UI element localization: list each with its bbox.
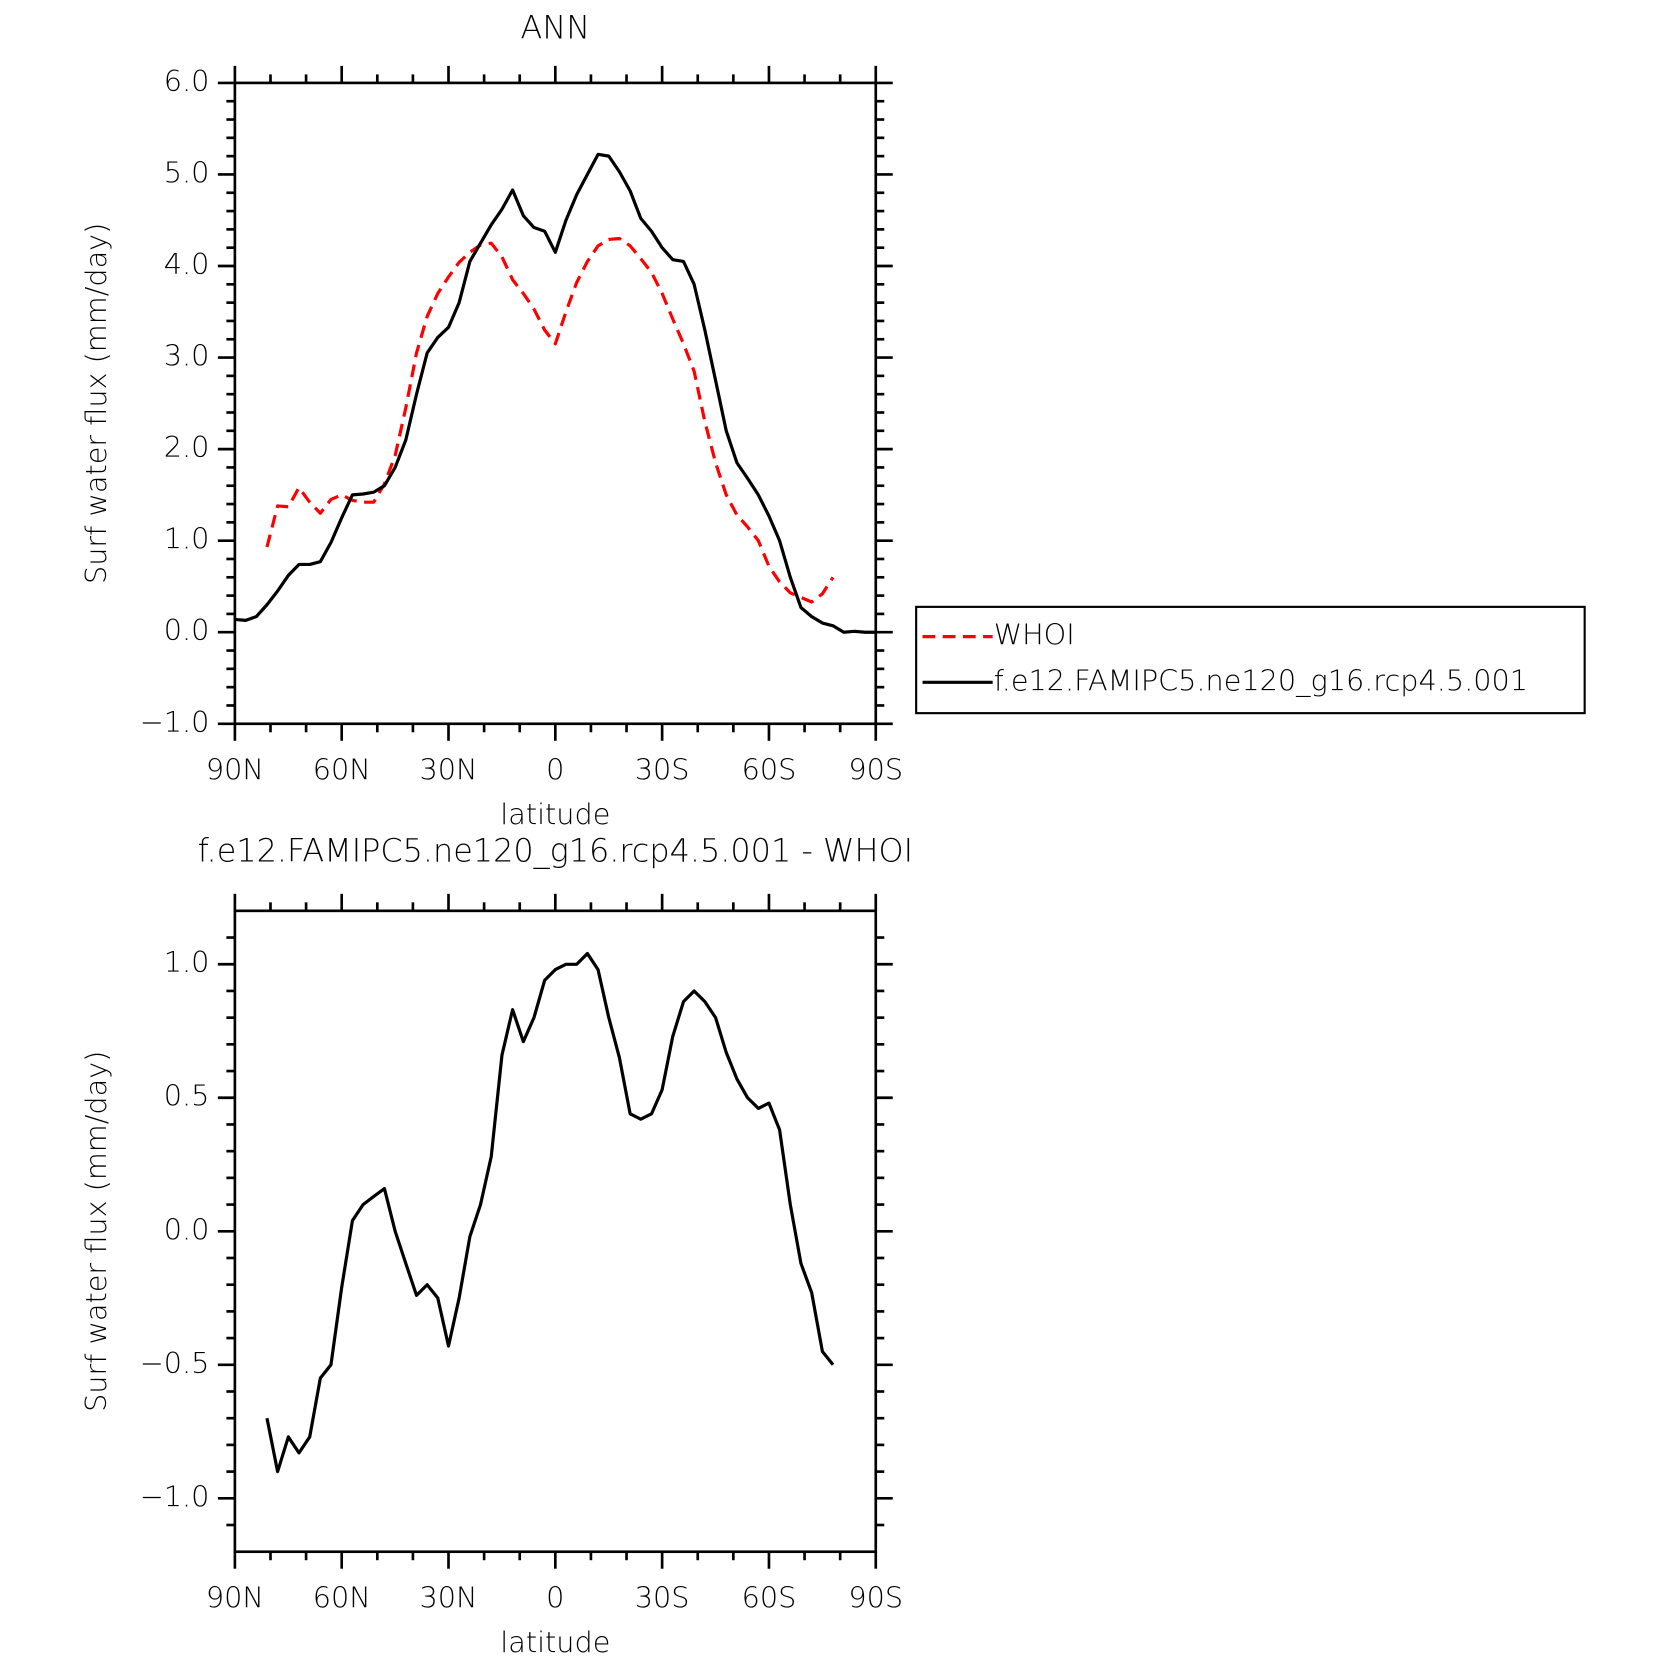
- legend-label: f.e12.FAMIPC5.ne120_g16.rcp4.5.001: [994, 663, 1528, 698]
- x-tick-label: 60N: [313, 753, 371, 787]
- data-line: [265, 236, 835, 604]
- x-tick-label: 0: [546, 1581, 564, 1615]
- x-tick-label: 90S: [848, 753, 903, 787]
- x-tick-label: 60N: [313, 1581, 371, 1615]
- legend-box: [915, 605, 1586, 715]
- plot-frame: [233, 909, 878, 1554]
- data-line: [234, 152, 876, 634]
- y-tick-label: 0.0: [164, 613, 210, 647]
- y-tick-label: −1.0: [140, 705, 210, 739]
- x-tick-label: 60S: [742, 1581, 797, 1615]
- x-axis-label: latitude: [500, 797, 610, 831]
- y-tick-label: −0.5: [140, 1346, 210, 1380]
- chart-title: ANN: [521, 9, 591, 47]
- y-tick-label: 0.0: [164, 1212, 210, 1246]
- x-tick-label: 30N: [420, 753, 478, 787]
- y-tick-label: 5.0: [164, 155, 210, 189]
- data-line: [265, 951, 835, 1474]
- y-tick-label: 1.0: [164, 522, 210, 556]
- y-tick-label: 1.0: [164, 945, 210, 979]
- plot-frame: [233, 81, 878, 726]
- legend-label: WHOI: [994, 618, 1075, 652]
- x-tick-label: 90N: [206, 753, 264, 787]
- x-tick-label: 60S: [742, 753, 797, 787]
- x-tick-label: 0: [546, 753, 564, 787]
- y-tick-label: 6.0: [164, 64, 210, 98]
- y-tick-label: 2.0: [164, 430, 210, 464]
- x-tick-label: 30N: [420, 1581, 478, 1615]
- y-tick-label: 0.5: [164, 1079, 210, 1113]
- x-tick-label: 90N: [206, 1581, 264, 1615]
- chart-title: f.e12.FAMIPC5.ne120_g16.rcp4.5.001 - WHO…: [198, 831, 913, 869]
- y-tick-label: 3.0: [164, 339, 210, 373]
- y-tick-label: 4.0: [164, 247, 210, 281]
- x-tick-label: 30S: [635, 1581, 690, 1615]
- y-axis-label: Surf water flux (mm/day): [79, 223, 113, 584]
- x-tick-label: 90S: [848, 1581, 903, 1615]
- y-tick-label: −1.0: [140, 1479, 210, 1513]
- y-axis-label: Surf water flux (mm/day): [79, 1051, 113, 1412]
- x-axis-label: latitude: [500, 1625, 610, 1658]
- x-tick-label: 30S: [635, 753, 690, 787]
